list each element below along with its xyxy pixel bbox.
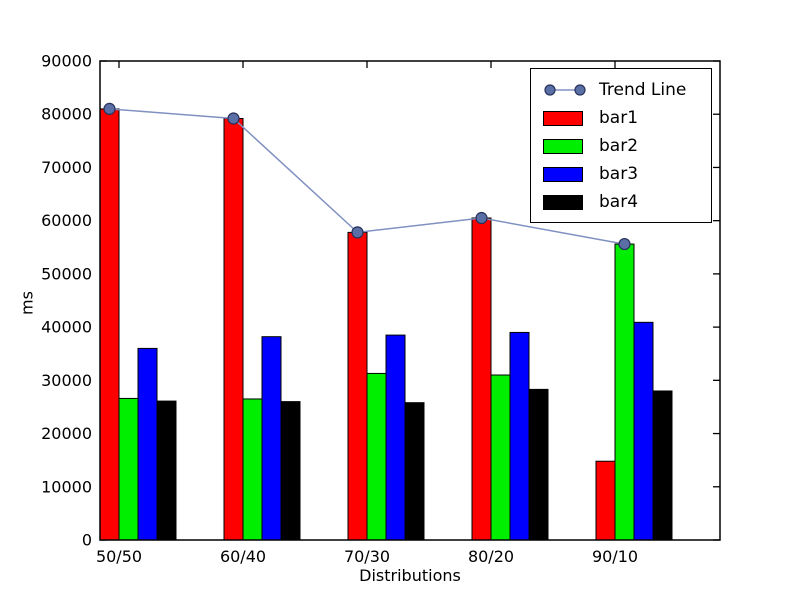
x-tick-label: 90/10 — [592, 547, 638, 566]
legend-label: Trend Line — [599, 79, 687, 100]
y-tick-label: 60000 — [41, 211, 92, 230]
legend-item-bar2: bar2 — [543, 132, 701, 160]
legend-swatch-bar4 — [543, 194, 587, 210]
y-tick-label: 70000 — [41, 158, 92, 177]
legend-item-bar3: bar3 — [543, 160, 701, 188]
trend-marker-70/30 — [351, 226, 364, 239]
bar-bar4-60/40 — [280, 401, 301, 541]
legend-swatch-bar2 — [543, 138, 587, 154]
legend-item-bar4: bar4 — [543, 188, 701, 216]
bar-bar2-50/50 — [118, 397, 139, 541]
y-tick-label: 10000 — [41, 477, 92, 496]
bar-bar4-80/20 — [528, 388, 549, 541]
legend-box: Trend Line bar1 bar2 bar3 bar4 — [530, 68, 712, 223]
bar-bar1-80/20 — [471, 217, 492, 541]
color-swatch-icon — [543, 110, 583, 126]
bar-bar3-90/10 — [633, 321, 654, 541]
x-tick-label: 80/20 — [468, 547, 514, 566]
x-tick-label: 50/50 — [96, 547, 142, 566]
bar-bar1-60/40 — [223, 117, 244, 541]
bar-bar4-70/30 — [404, 402, 425, 541]
legend-swatch-bar1 — [543, 110, 587, 126]
legend-label: bar1 — [599, 107, 639, 128]
y-tick-label: 30000 — [41, 371, 92, 390]
y-tick-label: 80000 — [41, 105, 92, 124]
trend-marker-80/20 — [475, 211, 488, 225]
y-tick-label: 0 — [82, 531, 92, 550]
trend-marker-50/50 — [103, 102, 116, 116]
bar-bar4-90/10 — [652, 390, 673, 541]
bar-bar3-80/20 — [509, 331, 530, 541]
axes-spines — [99, 60, 721, 541]
bar-bar2-60/40 — [242, 398, 263, 541]
bar-bar4-50/50 — [156, 400, 177, 541]
y-axis-label: ms — [17, 291, 37, 315]
trend-marker-90/10 — [618, 237, 631, 251]
legend-item-bar1: bar1 — [543, 104, 701, 132]
color-swatch-icon — [543, 194, 583, 210]
x-tick-label: 70/30 — [344, 547, 390, 566]
bar-bar2-80/20 — [490, 374, 511, 541]
bar-bar3-50/50 — [137, 347, 158, 541]
bar-bar1-50/50 — [99, 108, 120, 541]
bar-bar3-60/40 — [261, 336, 282, 541]
bar-bar1-70/30 — [347, 231, 368, 541]
legend-trend-line-sample — [543, 82, 587, 98]
bar-bar2-70/30 — [366, 372, 387, 541]
x-tick-label: 60/40 — [220, 547, 266, 566]
bar-bar1-90/10 — [595, 460, 616, 541]
legend-swatch-bar3 — [543, 166, 587, 182]
y-tick-label: 90000 — [41, 52, 92, 71]
y-tick-label: 20000 — [41, 424, 92, 443]
trend-line-icon — [544, 84, 586, 96]
bar-bar3-70/30 — [385, 334, 406, 541]
x-axis-label: Distributions — [359, 566, 461, 585]
legend-label: bar3 — [599, 163, 639, 184]
y-tick-label: 50000 — [41, 264, 92, 283]
legend-item-trend-line: Trend Line — [543, 76, 701, 104]
y-tick-label: 40000 — [41, 318, 92, 337]
legend-label: bar2 — [599, 135, 639, 156]
bar-bar2-90/10 — [614, 243, 635, 541]
legend-label: bar4 — [599, 191, 639, 212]
color-swatch-icon — [543, 138, 583, 154]
trend-marker-60/40 — [227, 112, 240, 125]
color-swatch-icon — [543, 166, 583, 182]
